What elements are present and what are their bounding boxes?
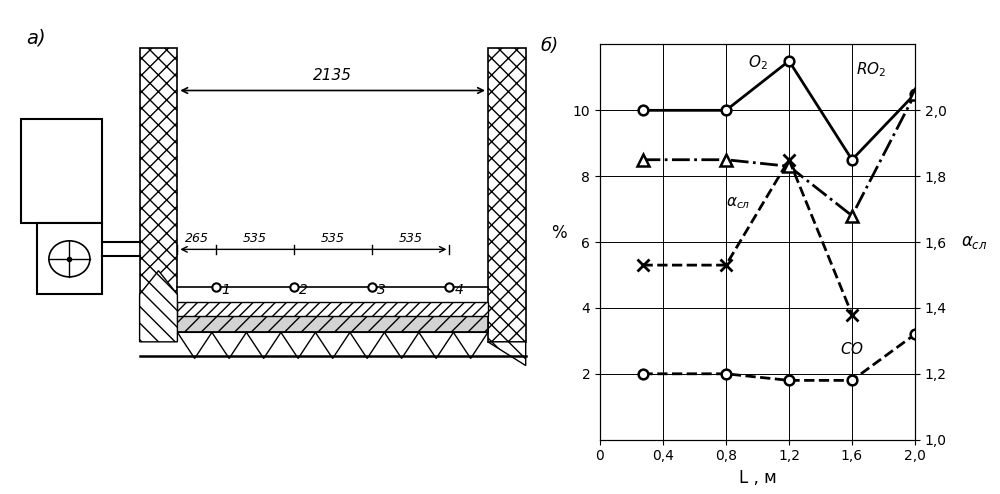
Polygon shape [246,332,281,359]
Text: 2135: 2135 [313,68,352,83]
Polygon shape [350,332,384,359]
Polygon shape [212,332,246,359]
Text: $RO_2$: $RO_2$ [856,60,886,79]
Bar [37,223,102,294]
Text: 535: 535 [398,232,422,245]
Bar [488,48,526,342]
Polygon shape [315,332,350,359]
Text: 265: 265 [185,232,209,245]
Text: б): б) [540,37,558,55]
Y-axis label: $\alpha_{сл}$: $\alpha_{сл}$ [961,233,988,251]
Bar [21,119,102,223]
Text: $\alpha_{сл}$: $\alpha_{сл}$ [726,195,751,210]
Polygon shape [281,332,315,359]
Text: 2: 2 [299,284,308,297]
Polygon shape [177,332,212,359]
Bar [177,316,488,332]
Text: $O_2$: $O_2$ [748,53,767,72]
Polygon shape [419,332,453,359]
Polygon shape [384,332,419,359]
Text: 535: 535 [321,232,345,245]
Text: $CO$: $CO$ [840,341,864,357]
Y-axis label: %: % [551,224,567,242]
Text: 1: 1 [221,284,230,297]
Text: 4: 4 [455,284,464,297]
Polygon shape [488,342,526,366]
X-axis label: L , м: L , м [739,469,776,487]
Text: 535: 535 [243,232,267,245]
Polygon shape [453,332,488,359]
Polygon shape [140,271,177,342]
Text: а): а) [26,29,46,48]
Text: 3: 3 [377,284,386,297]
Bar [140,48,177,294]
Bar [177,302,488,316]
